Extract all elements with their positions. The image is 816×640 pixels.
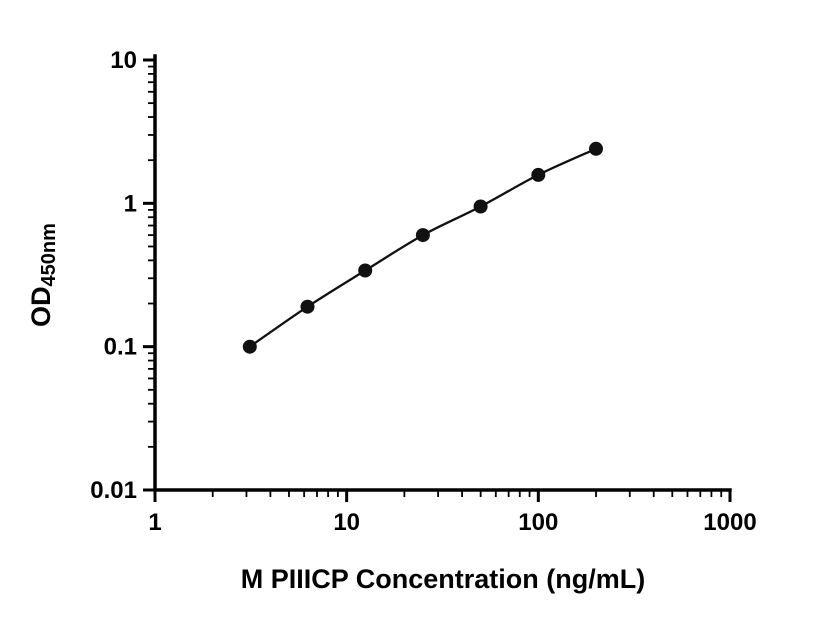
y-tick-label: 10: [110, 47, 137, 74]
x-tick-label: 1: [148, 509, 161, 536]
y-axis-title-main: OD: [26, 286, 56, 327]
data-series-layer: [242, 141, 603, 354]
data-point: [473, 199, 488, 214]
data-point: [589, 141, 603, 156]
axes-layer: 1 10 100 1000 0.01 0.1 1 10: [90, 47, 756, 536]
data-point: [300, 299, 315, 314]
x-tick-label: 100: [518, 509, 558, 536]
x-tick-label: 10: [333, 509, 360, 536]
x-tick-label: 1000: [703, 509, 756, 536]
data-point: [242, 339, 257, 354]
x-axis-title: M PIIICP Concentration (ng/mL): [241, 564, 646, 594]
y-axis-title-subscript: 450nm: [38, 223, 60, 286]
data-point: [358, 263, 373, 278]
y-tick-label: 0.1: [104, 334, 137, 361]
data-point: [531, 167, 546, 182]
y-tick-label: 1: [124, 190, 137, 217]
y-tick-label: 0.01: [90, 477, 137, 504]
axis-spines: [153, 54, 732, 492]
data-point: [415, 228, 430, 243]
y-axis-title: OD450nm: [26, 223, 60, 327]
